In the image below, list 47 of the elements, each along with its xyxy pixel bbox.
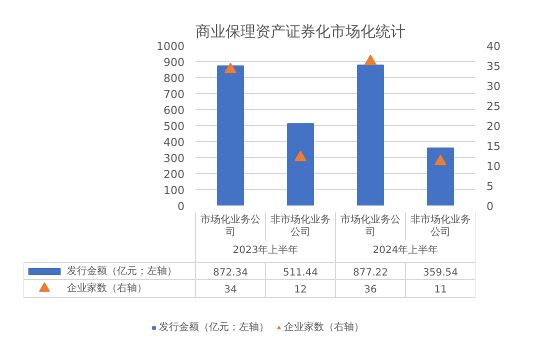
y-tick-label: 200 [164,168,185,181]
text: 2024年上半年 [372,244,438,256]
data-label: 877.22 [353,268,388,278]
bar [287,123,314,206]
data-label: 511.44 [283,268,318,278]
text: 发行金额（亿元；左轴） [159,322,269,333]
bar [427,147,454,206]
legend-label: 企业家数（右轴） [66,282,147,294]
data-label: 872.34 [213,268,248,278]
x-tick-label: 市场化业务公司 [200,214,260,238]
y-tick-label: 900 [164,56,185,69]
data-label: 34 [224,284,237,296]
y2-tick-label: 25 [486,100,500,113]
chart-title: 商业保理资产证券化市场化统计 [196,22,406,40]
point [294,150,306,162]
y2-tick-label: 0 [486,200,494,213]
y2-tick-label: 30 [486,80,500,93]
y-tick-label: 400 [164,136,185,149]
text: 企业家数（右轴） [284,322,364,333]
x-tick-label: 非市场化业务公司 [410,214,470,238]
data-label: 11 [434,284,447,296]
point [434,154,446,166]
bar [357,64,384,206]
y2-tick-label: 40 [486,40,500,53]
y2-tick-label: 5 [486,180,494,193]
legend-label: 发行金额（亿元；左轴） [66,265,177,277]
y-tick-label: 100 [164,184,185,197]
y-tick-label: 600 [164,104,185,117]
bar [217,65,244,206]
y2-tick-label: 20 [486,120,500,133]
y-tick-label: 1000 [156,40,185,53]
text: 2023年上半年 [232,244,298,256]
point [364,54,376,66]
y2-tick-label: 35 [486,60,500,73]
data-label: 12 [294,284,307,296]
x-tick-label: 非市场化业务公司 [270,214,330,238]
data-label: 36 [364,284,377,296]
y-tick-label: 800 [164,72,185,85]
y2-tick-label: 10 [486,160,500,173]
y-tick-label: 300 [164,152,185,165]
data-label: 359.54 [423,268,458,278]
point [224,62,236,74]
y-tick-label: 0 [178,200,184,213]
y-tick-label: 700 [164,88,185,101]
y2-tick-label: 15 [486,140,500,153]
x-tick-label: 市场化业务公司 [340,214,400,238]
y-tick-label: 500 [164,120,185,133]
